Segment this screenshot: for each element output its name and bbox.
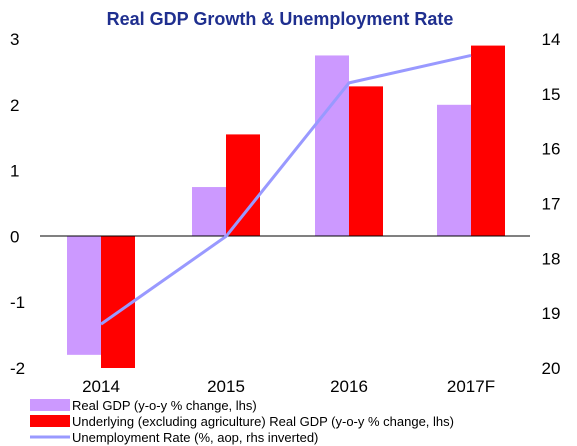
bars-layer	[67, 45, 505, 368]
right-tick-label: 18	[542, 249, 561, 268]
right-tick-label: 15	[542, 85, 561, 104]
right-axis-ticks: 14 15 16 17 18 19 20	[542, 30, 561, 378]
left-tick-label: 2	[10, 96, 19, 115]
unemployment-line-layer	[100, 53, 472, 326]
right-tick-label: 17	[542, 195, 561, 214]
bar-underlying-gdp-2016	[349, 86, 383, 237]
bar-real-gdp-2014	[67, 236, 101, 355]
legend-label: Underlying (excluding agriculture) Real …	[72, 414, 454, 429]
right-tick-label: 20	[542, 359, 561, 378]
unemployment-rate-line	[100, 53, 472, 326]
bar-underlying-gdp-2014	[101, 236, 135, 368]
left-tick-label: -2	[10, 359, 25, 378]
category-label-2017f: 2017F	[447, 377, 495, 396]
bar-real-gdp-2017f	[437, 104, 471, 237]
legend-label: Unemployment Rate (%, aop, rhs inverted)	[72, 430, 318, 445]
legend-swatch	[30, 415, 70, 427]
legend: Real GDP (y-o-y % change, lhs)Underlying…	[30, 398, 454, 445]
category-label-2015: 2015	[207, 377, 245, 396]
bar-underlying-gdp-2017f	[471, 45, 505, 237]
left-axis-ticks: 3 2 1 0 -1 -2	[10, 30, 25, 378]
category-labels: 2014 2015 2016 2017F	[82, 377, 495, 396]
bar-real-gdp-2015	[192, 187, 226, 237]
bar-underlying-gdp-2015	[226, 134, 260, 237]
left-tick-label: 0	[10, 227, 19, 246]
bar-real-gdp-2016	[315, 55, 349, 237]
legend-label: Real GDP (y-o-y % change, lhs)	[72, 398, 257, 413]
left-tick-label: 3	[10, 30, 19, 49]
right-tick-label: 14	[542, 30, 561, 49]
left-tick-label: -1	[10, 293, 25, 312]
right-tick-label: 19	[542, 304, 561, 323]
left-tick-label: 1	[10, 162, 19, 181]
legend-swatch	[30, 399, 70, 411]
right-tick-label: 16	[542, 140, 561, 159]
chart-title: Real GDP Growth & Unemployment Rate	[107, 9, 454, 29]
category-label-2014: 2014	[82, 377, 120, 396]
category-label-2016: 2016	[330, 377, 368, 396]
